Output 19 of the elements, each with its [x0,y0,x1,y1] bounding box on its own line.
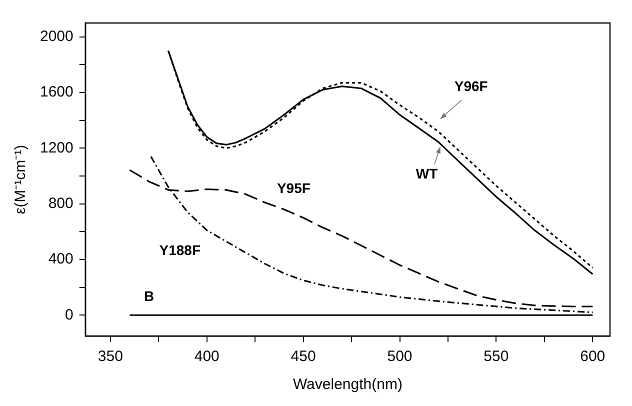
text: Y96F [454,78,488,94]
x-tick-label: 350 [98,348,123,366]
y-tick-label: 2000 [40,28,74,46]
series-label: Y188F [159,242,201,258]
x-tick-label: 500 [387,348,412,366]
y-tick-label: 1600 [40,84,74,101]
y-tick-label: 0 [65,306,74,324]
x-tick-label: 450 [290,348,316,366]
x-tick-label: 400 [194,348,220,366]
series-label: B [144,288,154,304]
y-tick-label: 800 [48,194,74,212]
series-label: WT [416,165,438,182]
x-tick-label: 600 [580,348,606,366]
y-axis-title: ε(M⁻¹cm⁻¹) [12,144,30,214]
y-tick-label: 400 [48,250,74,268]
y-tick-label: 1200 [40,139,74,156]
x-tick-label: 550 [484,348,509,366]
series-label: Y95F [276,180,311,196]
x-axis-title: Wavelength(nm) [292,376,402,394]
